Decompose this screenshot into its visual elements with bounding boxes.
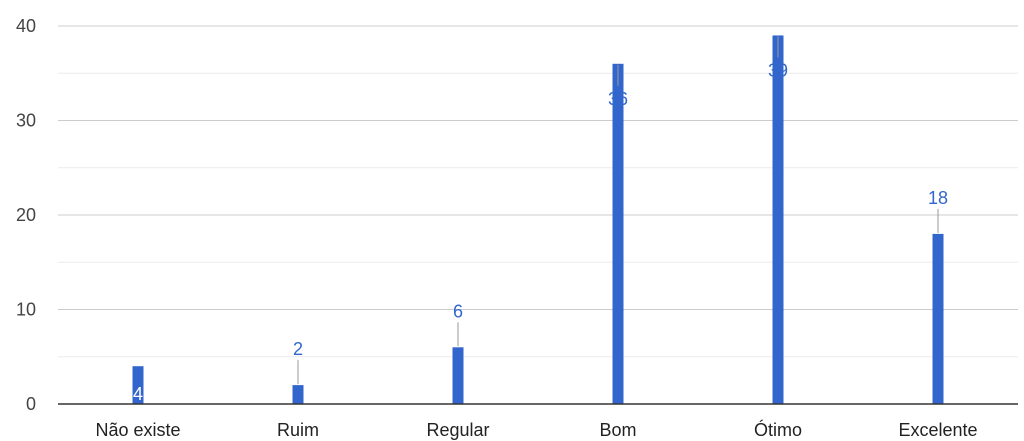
y-axis-tick-labels: 0 10 20 30 40 <box>16 16 36 414</box>
bar <box>132 366 144 404</box>
x-category-label: Não existe <box>95 420 180 440</box>
x-axis-category-labels: Não existe Ruim Regular Bom Ótimo Excelente <box>95 419 977 440</box>
x-category-label: Ruim <box>277 420 319 440</box>
bar <box>452 347 464 404</box>
x-category-label: Excelente <box>898 420 977 440</box>
grid-layer <box>58 25 1018 358</box>
bar-layer <box>132 35 944 405</box>
bar <box>612 63 624 405</box>
data-label: 2 <box>293 339 303 359</box>
y-tick-label: 0 <box>26 394 36 414</box>
data-label: 6 <box>453 301 463 321</box>
data-label: 18 <box>928 188 948 208</box>
x-category-label: Ótimo <box>754 419 802 440</box>
data-label-layer: 4 2 6 36 39 18 <box>133 36 948 404</box>
y-tick-label: 10 <box>16 300 36 320</box>
data-label: 36 <box>608 89 628 109</box>
x-category-label: Bom <box>599 420 636 440</box>
bar <box>772 35 784 404</box>
y-tick-label: 20 <box>16 205 36 225</box>
y-tick-label: 30 <box>16 111 36 131</box>
x-category-label: Regular <box>426 420 489 440</box>
data-label: 39 <box>768 60 788 80</box>
y-tick-label: 40 <box>16 16 36 36</box>
bar <box>292 385 304 404</box>
bar <box>932 233 944 404</box>
data-label: 4 <box>133 384 143 404</box>
